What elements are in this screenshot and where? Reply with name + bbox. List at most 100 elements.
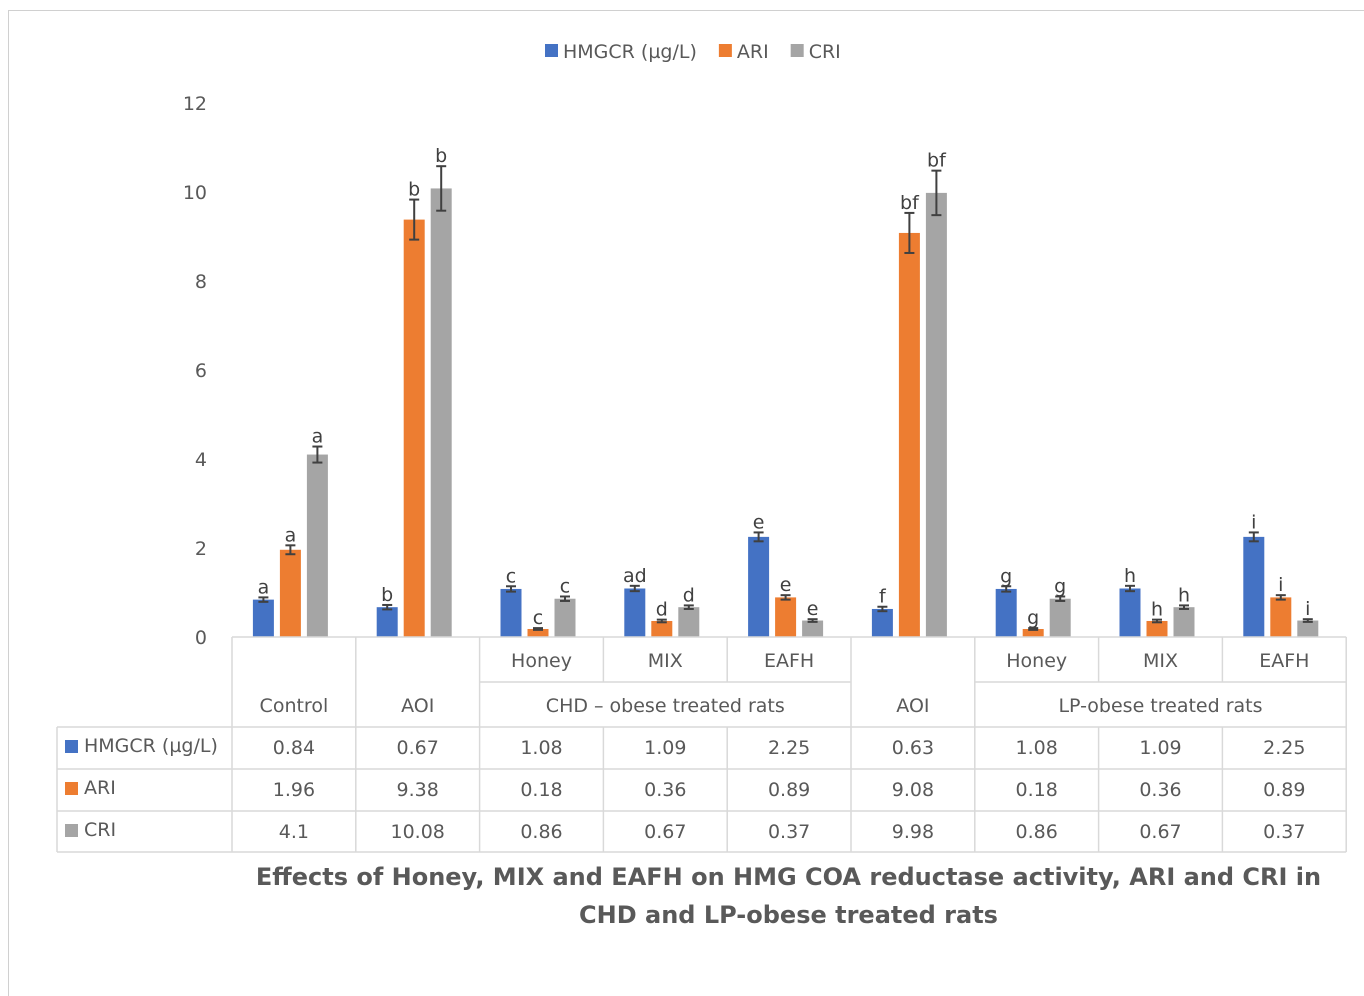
table-value-cell: 10.08 xyxy=(390,821,444,843)
significance-label: b xyxy=(381,584,393,606)
bar xyxy=(403,219,425,637)
table-value-cell: 0.36 xyxy=(1139,779,1181,801)
x-subcategory-label: EAFH xyxy=(1259,650,1309,672)
table-value-cell: 1.09 xyxy=(644,737,686,759)
bar xyxy=(925,192,947,637)
table-series-name: CRI xyxy=(84,819,116,841)
bar xyxy=(1243,536,1265,637)
table-value-cell: 0.18 xyxy=(1016,779,1058,801)
table-value-cell: 0.84 xyxy=(273,737,315,759)
x-group-label: AOI xyxy=(401,695,434,717)
significance-label: bf xyxy=(900,192,920,214)
bar xyxy=(898,232,920,637)
table-legend-key xyxy=(65,824,78,837)
bar xyxy=(802,620,824,637)
significance-label: e xyxy=(807,598,819,620)
x-subcategory-label: Honey xyxy=(511,650,572,672)
significance-label: d xyxy=(683,584,695,606)
table-value-cell: 0.18 xyxy=(520,779,562,801)
table-value-cell: 4.1 xyxy=(279,821,309,843)
x-group-label: AOI xyxy=(896,695,929,717)
table-value-cell: 0.37 xyxy=(768,821,810,843)
bar xyxy=(871,608,893,637)
table-value-cell: 1.08 xyxy=(1016,737,1058,759)
x-subcategory-label: Honey xyxy=(1006,650,1067,672)
bar xyxy=(279,549,301,637)
x-subcategory-label: MIX xyxy=(648,650,683,672)
bar xyxy=(1049,598,1071,637)
bar xyxy=(1022,628,1044,637)
table-value-cell: 1.08 xyxy=(520,737,562,759)
bar xyxy=(748,536,770,637)
bar xyxy=(651,620,673,637)
bar xyxy=(527,628,549,637)
significance-label: g xyxy=(1000,565,1012,587)
legend-label: CRI xyxy=(809,41,841,63)
y-tick-label: 2 xyxy=(195,538,207,560)
bar xyxy=(775,597,797,637)
table-value-cell: 0.89 xyxy=(768,779,810,801)
table-value-cell: 9.38 xyxy=(397,779,439,801)
significance-label: i xyxy=(1251,511,1256,533)
bar xyxy=(500,588,522,637)
table-value-cell: 9.08 xyxy=(892,779,934,801)
bar xyxy=(430,188,452,637)
bar xyxy=(1270,597,1292,637)
caption-line-2: CHD and LP-obese treated rats xyxy=(579,901,998,929)
bar xyxy=(1173,607,1195,637)
table-value-cell: 1.96 xyxy=(273,779,315,801)
legend-label: ARI xyxy=(737,41,769,63)
legend-swatch xyxy=(545,44,558,57)
significance-label: f xyxy=(879,586,887,608)
table-value-cell: 0.67 xyxy=(644,821,686,843)
table-value-cell: 9.98 xyxy=(892,821,934,843)
significance-label: h xyxy=(1178,584,1190,606)
bar xyxy=(1146,620,1168,637)
table-value-cell: 0.86 xyxy=(1016,821,1058,843)
significance-label: h xyxy=(1151,599,1163,621)
x-group-label: CHD – obese treated rats xyxy=(546,695,785,717)
table-value-cell: 1.09 xyxy=(1139,737,1181,759)
bar xyxy=(376,607,398,637)
y-tick-label: 8 xyxy=(195,271,207,293)
table-value-cell: 0.37 xyxy=(1263,821,1305,843)
table-value-cell: 2.25 xyxy=(1263,737,1305,759)
x-subcategory-label: EAFH xyxy=(764,650,814,672)
significance-label: a xyxy=(258,576,270,598)
bar xyxy=(306,454,328,637)
significance-label: a xyxy=(312,426,324,448)
table-value-cell: 2.25 xyxy=(768,737,810,759)
table-legend-key xyxy=(65,740,78,753)
significance-label: e xyxy=(780,574,792,596)
bar xyxy=(252,599,274,637)
legend-label: HMGCR (µg/L) xyxy=(563,41,697,63)
bar xyxy=(554,598,576,637)
y-tick-label: 0 xyxy=(195,627,207,649)
table-series-name: ARI xyxy=(84,777,116,799)
significance-label: c xyxy=(560,576,570,598)
legend-swatch xyxy=(718,44,732,57)
significance-label: e xyxy=(753,511,765,533)
x-group-label: LP-obese treated rats xyxy=(1058,695,1262,717)
table-value-cell: 0.67 xyxy=(397,737,439,759)
y-tick-label: 12 xyxy=(183,93,207,115)
significance-label: a xyxy=(285,524,297,546)
significance-label: g xyxy=(1027,607,1039,629)
significance-label: bf xyxy=(927,150,947,172)
legend-swatch xyxy=(790,44,804,57)
chart-caption: Effects of Honey, MIX and EAFH on HMG CO… xyxy=(240,858,1337,934)
bar xyxy=(995,588,1017,637)
significance-label: d xyxy=(656,599,668,621)
significance-label: c xyxy=(533,607,543,629)
bar xyxy=(624,588,646,637)
table-value-cell: 0.36 xyxy=(644,779,686,801)
table-value-cell: 0.63 xyxy=(892,737,934,759)
significance-label: h xyxy=(1124,565,1136,587)
significance-label: b xyxy=(435,145,447,167)
significance-label: b xyxy=(408,179,420,201)
table-value-cell: 0.89 xyxy=(1263,779,1305,801)
y-tick-label: 10 xyxy=(183,182,207,204)
y-tick-label: 4 xyxy=(195,449,207,471)
y-tick-label: 6 xyxy=(195,360,207,382)
